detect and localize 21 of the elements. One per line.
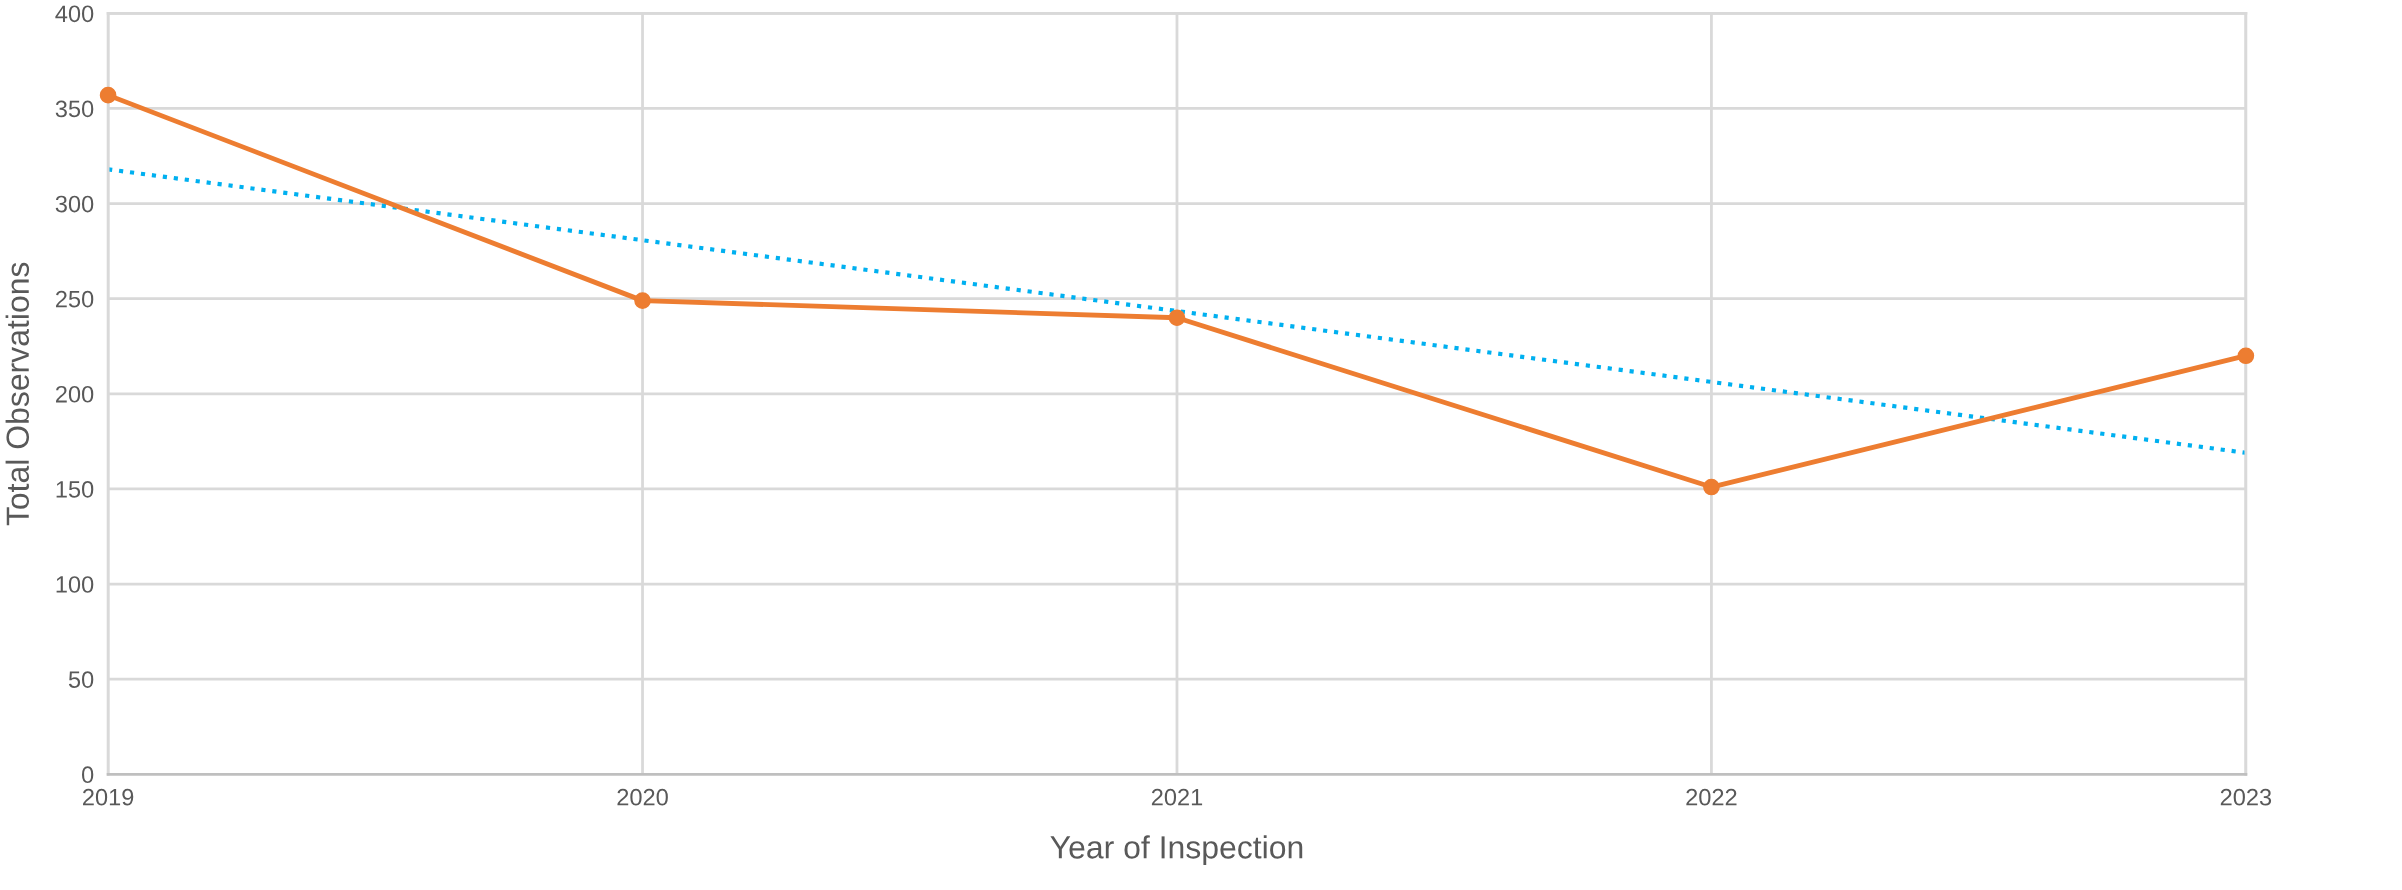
y-tick-label: 300: [55, 195, 94, 213]
point: [634, 292, 651, 309]
x-axis-title: Year of Inspection: [1050, 835, 1303, 865]
y-tick-label: 400: [55, 5, 94, 23]
x-tick-label: 2022: [1686, 788, 1737, 806]
y-tick-label: 50: [68, 671, 94, 688]
y-tick-label: 250: [56, 290, 94, 308]
y-tick-label: 350: [55, 100, 94, 118]
x-tick-label: 2020: [617, 788, 668, 806]
y-tick-label: 0: [81, 766, 94, 784]
point: [2237, 347, 2255, 365]
point: [99, 86, 117, 104]
y-tick-label: 150: [56, 481, 94, 498]
y-tick-label: 200: [56, 385, 94, 403]
x-tick-label: 2021: [1151, 788, 1203, 806]
point: [1703, 478, 1720, 496]
x-tick-label: 2023: [2220, 788, 2272, 806]
y-axis-title: Total Observations: [5, 262, 30, 526]
y-tick-label: 100: [56, 576, 94, 593]
point: [1168, 309, 1186, 327]
x-tick-label: 2019: [83, 788, 134, 806]
